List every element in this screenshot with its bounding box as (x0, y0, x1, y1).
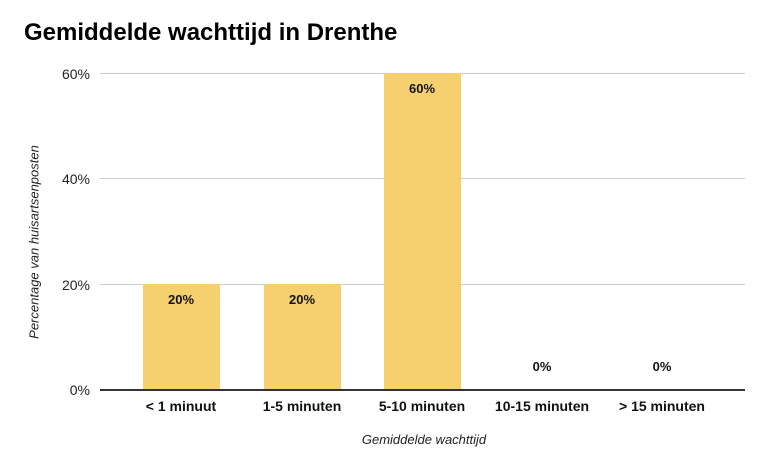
chart-title: Gemiddelde wachttijd in Drenthe (24, 19, 398, 46)
x-tick-label: < 1 minuut (145, 398, 217, 414)
bar-value-label: 20% (288, 291, 316, 307)
bar[interactable] (383, 73, 461, 389)
y-tick-label: 40% (61, 171, 90, 188)
bar-value-label: 20% (167, 291, 195, 307)
x-tick-label: > 15 minuten (619, 398, 705, 414)
y-tick-label: 60% (61, 66, 90, 82)
x-axis-label: Gemiddelde wachttijd (361, 432, 487, 447)
bar-value-label: 0% (532, 359, 552, 374)
x-axis-baseline (100, 389, 745, 391)
bar[interactable] (142, 283, 220, 389)
x-tick-label: 1-5 minuten (262, 398, 342, 414)
x-tick-label: 5-10 minuten (378, 398, 466, 414)
bar[interactable] (263, 283, 341, 389)
y-tick-label: 20% (61, 276, 90, 293)
y-tick-label: 0% (69, 382, 90, 398)
x-tick-label: 10-15 minuten (494, 398, 590, 414)
bar-value-label: 60% (408, 81, 436, 96)
bar-value-label: 0% (652, 359, 672, 374)
